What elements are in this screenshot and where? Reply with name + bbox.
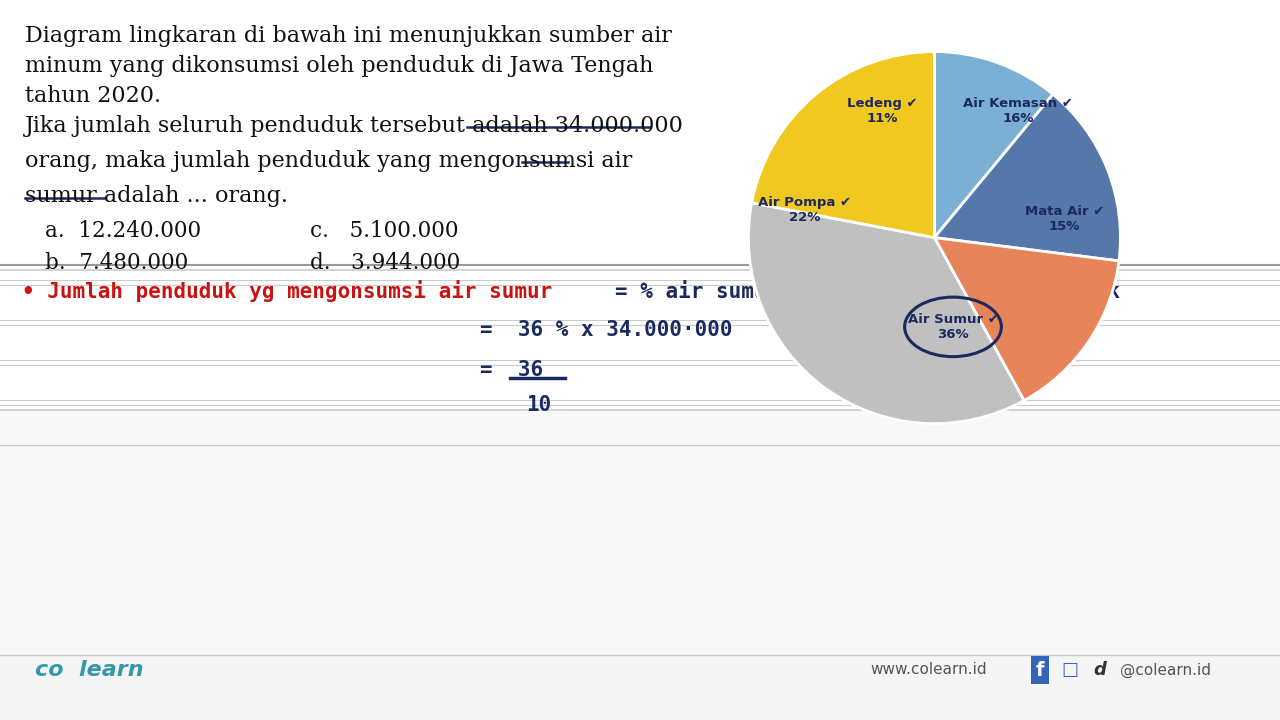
Text: Mata Air ✔
15%: Mata Air ✔ 15% xyxy=(1025,205,1105,233)
Wedge shape xyxy=(751,52,934,238)
Text: Air Pompa ✔
22%: Air Pompa ✔ 22% xyxy=(758,196,851,224)
Text: Ledeng ✔
11%: Ledeng ✔ 11% xyxy=(847,97,918,125)
Bar xyxy=(0,410,1280,655)
Text: □: □ xyxy=(1061,661,1079,679)
Wedge shape xyxy=(934,52,1053,238)
Text: d: d xyxy=(1093,661,1106,679)
Bar xyxy=(0,655,1280,720)
Wedge shape xyxy=(934,94,1120,261)
Text: orang, maka jumlah penduduk yang mengonsumsi air: orang, maka jumlah penduduk yang mengons… xyxy=(26,150,632,172)
Text: minum yang dikonsumsi oleh penduduk di Jawa Tengah: minum yang dikonsumsi oleh penduduk di J… xyxy=(26,55,653,77)
Text: Air Kemasan ✔
16%: Air Kemasan ✔ 16% xyxy=(963,97,1073,125)
Text: a.  12.240.000: a. 12.240.000 xyxy=(45,220,201,242)
Text: c.   5.100.000: c. 5.100.000 xyxy=(310,220,458,242)
Text: =  36 % x 34.000·000: = 36 % x 34.000·000 xyxy=(480,320,732,340)
Text: Jika jumlah seluruh penduduk tersebut adalah 34.000.000: Jika jumlah seluruh penduduk tersebut ad… xyxy=(26,115,684,137)
Text: d.   3.944.000: d. 3.944.000 xyxy=(310,252,461,274)
Wedge shape xyxy=(934,238,1119,400)
Text: @colearn.id: @colearn.id xyxy=(1120,662,1211,678)
Text: co  learn: co learn xyxy=(35,660,143,680)
Text: sumur adalah ... orang.: sumur adalah ... orang. xyxy=(26,185,288,207)
Text: = % air sumur  x Jumlah seluruh penduduk: = % air sumur x Jumlah seluruh penduduk xyxy=(614,280,1120,302)
Text: b.  7.480.000: b. 7.480.000 xyxy=(45,252,188,274)
Text: =  36: = 36 xyxy=(480,360,543,380)
Text: Air Sumur ✔
36%: Air Sumur ✔ 36% xyxy=(908,313,998,341)
Text: Diagram lingkaran di bawah ini menunjukkan sumber air: Diagram lingkaran di bawah ini menunjukk… xyxy=(26,25,672,47)
Text: 10: 10 xyxy=(526,395,552,415)
Text: • Jumlah penduduk yg mengonsumsi air sumur: • Jumlah penduduk yg mengonsumsi air sum… xyxy=(22,280,552,302)
Text: tahun 2020.: tahun 2020. xyxy=(26,85,161,107)
Wedge shape xyxy=(749,203,1024,423)
Text: f: f xyxy=(1036,660,1044,680)
Text: www.colearn.id: www.colearn.id xyxy=(870,662,987,678)
